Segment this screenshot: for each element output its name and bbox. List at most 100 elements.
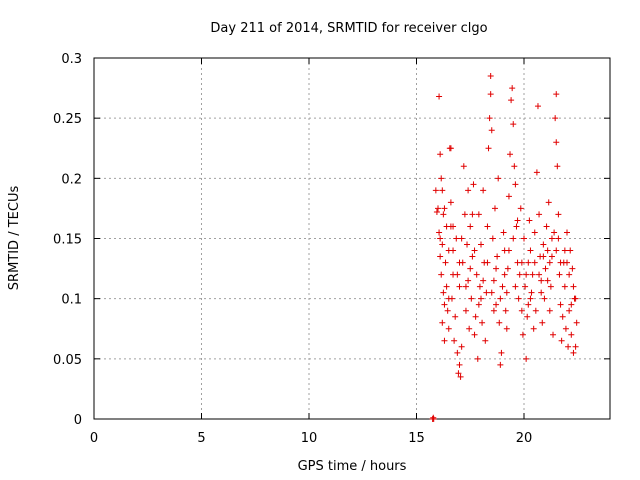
data-point: [546, 259, 553, 266]
x-tick-label: 0: [90, 431, 98, 446]
data-point: [507, 151, 514, 158]
data-point: [534, 103, 541, 110]
data-point: [531, 229, 538, 236]
data-point: [502, 307, 509, 314]
x-axis-label: GPS time / hours: [298, 459, 407, 474]
data-points: [429, 73, 580, 422]
data-point: [552, 115, 559, 122]
chart-title: Day 211 of 2014, SRMTID for receiver clg…: [210, 21, 487, 36]
data-point: [452, 313, 459, 320]
data-point: [512, 283, 519, 290]
data-point: [528, 289, 535, 296]
data-point: [450, 247, 457, 254]
data-point: [533, 169, 540, 176]
data-point: [455, 370, 462, 377]
data-point: [498, 349, 505, 356]
y-tick-label: 0.25: [53, 112, 82, 127]
data-point: [447, 199, 454, 206]
data-point: [562, 325, 569, 332]
data-point: [516, 271, 523, 278]
data-point: [475, 211, 482, 218]
data-point: [568, 331, 575, 338]
data-point: [497, 361, 504, 368]
data-point: [495, 175, 502, 182]
data-point: [493, 265, 500, 272]
data-point: [544, 247, 551, 254]
data-point: [488, 289, 495, 296]
data-point: [523, 355, 530, 362]
data-point: [569, 265, 576, 272]
data-point: [489, 235, 496, 242]
data-point: [471, 331, 478, 338]
data-point: [572, 295, 579, 302]
data-point: [456, 259, 463, 266]
axis-ticks: [93, 57, 610, 420]
data-point: [541, 295, 548, 302]
data-point: [540, 241, 547, 248]
data-point: [476, 283, 483, 290]
plot-frame: [93, 57, 611, 420]
data-point: [447, 223, 454, 230]
y-tick-label: 0.1: [61, 293, 82, 308]
data-point: [542, 265, 549, 272]
data-point: [519, 331, 526, 338]
data-point: [517, 205, 524, 212]
x-tick-label: 20: [516, 431, 533, 446]
data-point: [454, 349, 461, 356]
data-point: [524, 313, 531, 320]
data-point: [485, 145, 492, 152]
y-tick-labels: 0 0.05 0.1 0.15 0.2 0.25 0.3: [53, 52, 82, 428]
data-point: [518, 307, 525, 314]
data-point: [490, 277, 497, 284]
data-point: [435, 205, 441, 212]
data-point: [522, 283, 529, 290]
data-point: [523, 271, 530, 278]
data-point: [512, 181, 519, 188]
data-point: [445, 295, 452, 302]
data-point: [551, 229, 558, 236]
data-point: [499, 283, 506, 290]
data-point: [556, 271, 563, 278]
data-point: [527, 247, 534, 254]
data-point: [460, 163, 467, 170]
data-point: [432, 187, 439, 194]
data-point: [443, 283, 450, 290]
data-point: [505, 193, 512, 200]
data-point: [466, 325, 473, 332]
data-point: [474, 355, 481, 362]
data-point: [553, 139, 560, 146]
data-point: [540, 253, 547, 260]
data-point: [458, 343, 465, 350]
data-point: [430, 414, 437, 421]
data-point: [538, 277, 545, 284]
data-point: [511, 163, 518, 170]
data-point: [436, 93, 443, 100]
data-point: [509, 85, 516, 92]
data-point: [557, 301, 564, 308]
data-point: [547, 283, 554, 290]
data-point: [572, 343, 579, 350]
data-point: [536, 271, 543, 278]
data-point: [469, 211, 476, 218]
data-point: [484, 223, 491, 230]
data-point: [570, 283, 577, 290]
data-point: [483, 289, 490, 296]
data-point: [464, 241, 471, 248]
data-point: [566, 271, 573, 278]
data-point: [480, 187, 487, 194]
data-point: [437, 235, 444, 242]
x-tick-label: 15: [408, 431, 425, 446]
data-point: [561, 247, 568, 254]
data-point: [500, 229, 507, 236]
data-point: [454, 271, 461, 278]
data-point: [493, 301, 500, 308]
data-point: [440, 211, 447, 218]
data-point: [536, 211, 543, 218]
data-point: [497, 295, 504, 302]
data-point: [487, 73, 494, 80]
data-point: [438, 271, 445, 278]
data-point: [538, 289, 545, 296]
data-point: [548, 235, 555, 242]
data-point: [461, 211, 468, 218]
data-point: [468, 295, 475, 302]
